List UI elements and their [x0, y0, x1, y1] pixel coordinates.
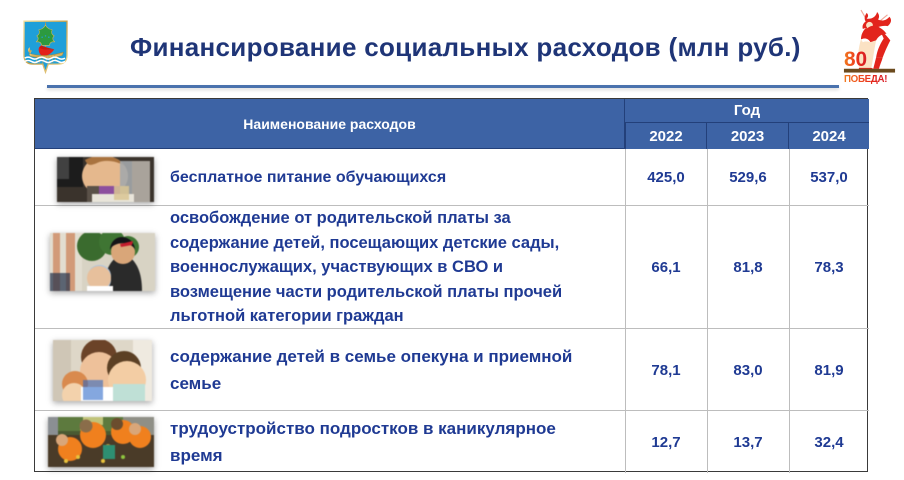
svg-text:80: 80 [844, 48, 867, 71]
svg-text:ПОБЕДА!: ПОБЕДА! [844, 74, 887, 85]
